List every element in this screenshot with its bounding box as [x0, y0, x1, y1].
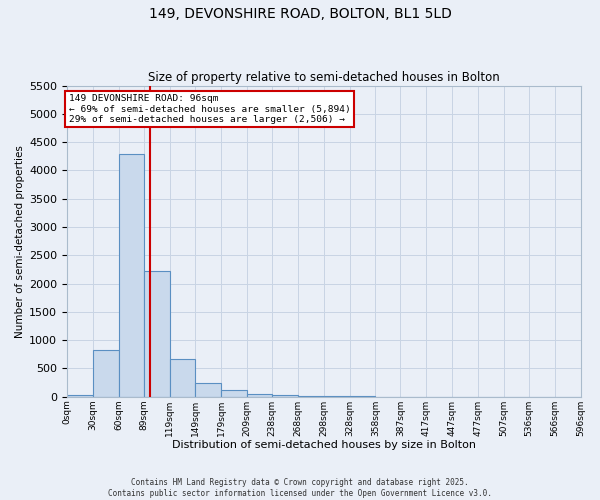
X-axis label: Distribution of semi-detached houses by size in Bolton: Distribution of semi-detached houses by …	[172, 440, 476, 450]
Bar	[221, 390, 247, 396]
Text: 149, DEVONSHIRE ROAD, BOLTON, BL1 5LD: 149, DEVONSHIRE ROAD, BOLTON, BL1 5LD	[149, 8, 451, 22]
Bar	[67, 395, 93, 396]
Bar	[170, 359, 196, 397]
Bar	[247, 394, 272, 396]
Y-axis label: Number of semi-detached properties: Number of semi-detached properties	[15, 144, 25, 338]
Text: 149 DEVONSHIRE ROAD: 96sqm
← 69% of semi-detached houses are smaller (5,894)
29%: 149 DEVONSHIRE ROAD: 96sqm ← 69% of semi…	[69, 94, 350, 124]
Bar	[93, 350, 119, 397]
Bar	[143, 271, 170, 396]
Bar	[119, 154, 143, 396]
Text: Contains HM Land Registry data © Crown copyright and database right 2025.
Contai: Contains HM Land Registry data © Crown c…	[108, 478, 492, 498]
Title: Size of property relative to semi-detached houses in Bolton: Size of property relative to semi-detach…	[148, 72, 500, 85]
Bar	[196, 383, 221, 396]
